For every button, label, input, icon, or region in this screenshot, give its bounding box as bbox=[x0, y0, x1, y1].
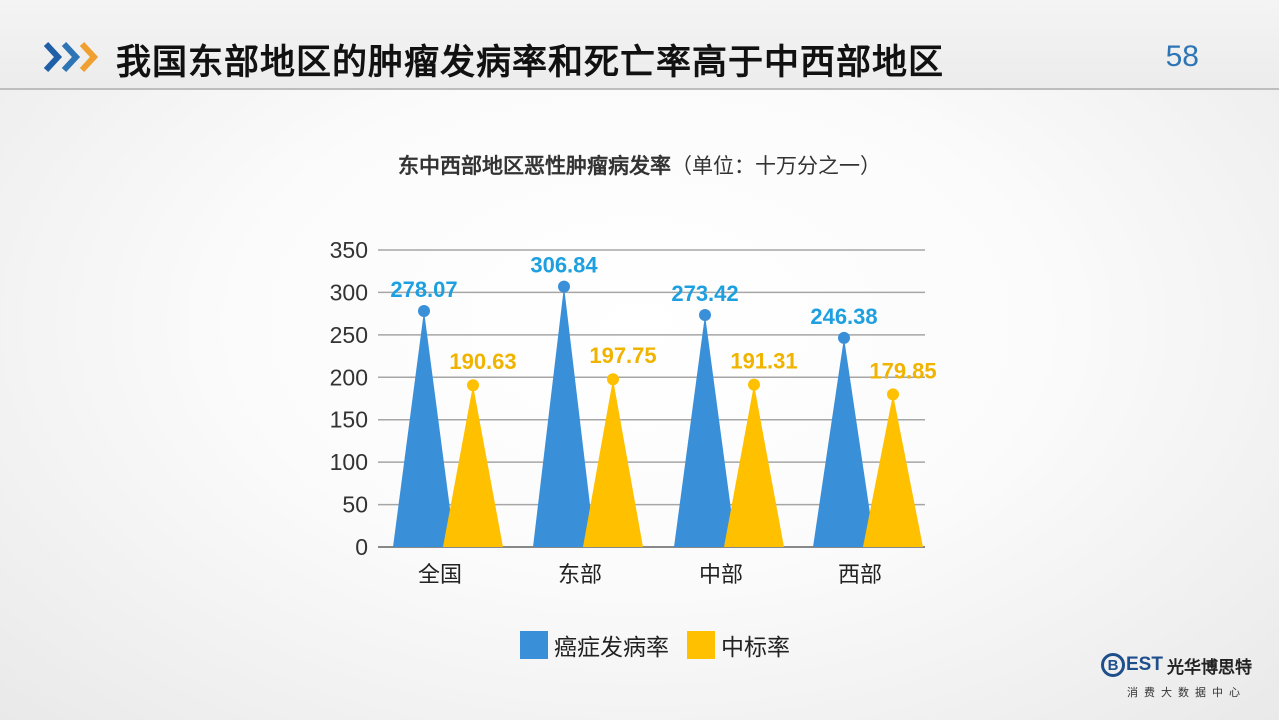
bar-tip-rate-2 bbox=[748, 378, 760, 391]
y-tick-label: 350 bbox=[330, 237, 368, 263]
y-tick-label: 100 bbox=[330, 449, 368, 475]
x-tick-label: 西部 bbox=[838, 563, 882, 588]
y-tick-label: 250 bbox=[330, 322, 368, 348]
data-label: 273.42 bbox=[671, 281, 738, 306]
chart-title: 东中西部地区恶性肿瘤病发率（单位：十万分之一） bbox=[0, 150, 1279, 180]
legend-swatch-yellow bbox=[687, 631, 715, 659]
bar-incidence-3 bbox=[813, 337, 875, 547]
bar-tip-incidence-2 bbox=[699, 308, 711, 321]
legend-item-incidence: 癌症发病率 bbox=[520, 628, 669, 662]
x-tick-label: 中部 bbox=[699, 563, 743, 588]
legend-swatch-blue bbox=[520, 631, 548, 659]
legend-item-rate: 中标率 bbox=[687, 628, 790, 662]
bar-tip-incidence-0 bbox=[418, 305, 430, 318]
y-tick-label: 50 bbox=[342, 492, 368, 518]
brand-logo: B EST 光华博思特 消费大数据中心 bbox=[1101, 650, 1261, 706]
bar-rate-3 bbox=[863, 394, 923, 547]
data-label: 191.31 bbox=[730, 349, 797, 374]
y-tick-label: 150 bbox=[330, 407, 368, 433]
x-tick-label: 东部 bbox=[558, 563, 602, 588]
chart-title-bold: 东中西部地区恶性肿瘤病发率 bbox=[398, 154, 671, 178]
bar-tip-rate-3 bbox=[887, 388, 899, 401]
logo-subtitle: 消费大数据中心 bbox=[1127, 686, 1246, 699]
y-tick-label: 0 bbox=[355, 534, 368, 560]
chart-title-unit: （单位：十万分之一） bbox=[671, 154, 881, 178]
logo-b-mark: B bbox=[1101, 653, 1125, 677]
legend-label-incidence: 癌症发病率 bbox=[554, 635, 669, 661]
data-label: 197.75 bbox=[589, 343, 656, 368]
chevrons-icon bbox=[44, 41, 99, 73]
x-tick-label: 全国 bbox=[418, 563, 462, 588]
data-label: 179.85 bbox=[869, 358, 936, 383]
bar-rate-2 bbox=[724, 384, 784, 547]
data-label: 246.38 bbox=[810, 304, 877, 329]
page-number: 58 bbox=[1165, 40, 1199, 73]
bar-rate-0 bbox=[443, 385, 503, 547]
bar-tip-incidence-1 bbox=[558, 280, 570, 293]
bar-tip-rate-0 bbox=[467, 379, 479, 392]
data-label: 190.63 bbox=[449, 349, 516, 374]
data-label: 306.84 bbox=[530, 253, 598, 278]
logo-brand: EST bbox=[1126, 654, 1163, 675]
slide-title: 我国东部地区的肿瘤发病率和死亡率高于中西部地区 bbox=[116, 43, 945, 83]
bar-rate-1 bbox=[583, 379, 643, 547]
chart-legend: 癌症发病率 中标率 bbox=[520, 628, 808, 662]
bar-incidence-2 bbox=[674, 314, 736, 547]
bar-incidence-0 bbox=[393, 311, 455, 547]
bar-tip-rate-1 bbox=[607, 373, 619, 386]
legend-label-rate: 中标率 bbox=[721, 635, 790, 661]
bar-incidence-1 bbox=[533, 286, 595, 547]
y-tick-label: 200 bbox=[330, 364, 368, 390]
slide-header: 我国东部地区的肿瘤发病率和死亡率高于中西部地区 58 bbox=[0, 0, 1279, 90]
data-label: 278.07 bbox=[390, 277, 457, 302]
logo-cn: 光华博思特 bbox=[1166, 657, 1252, 678]
y-tick-label: 300 bbox=[330, 279, 368, 305]
bar-tip-incidence-3 bbox=[838, 331, 850, 344]
